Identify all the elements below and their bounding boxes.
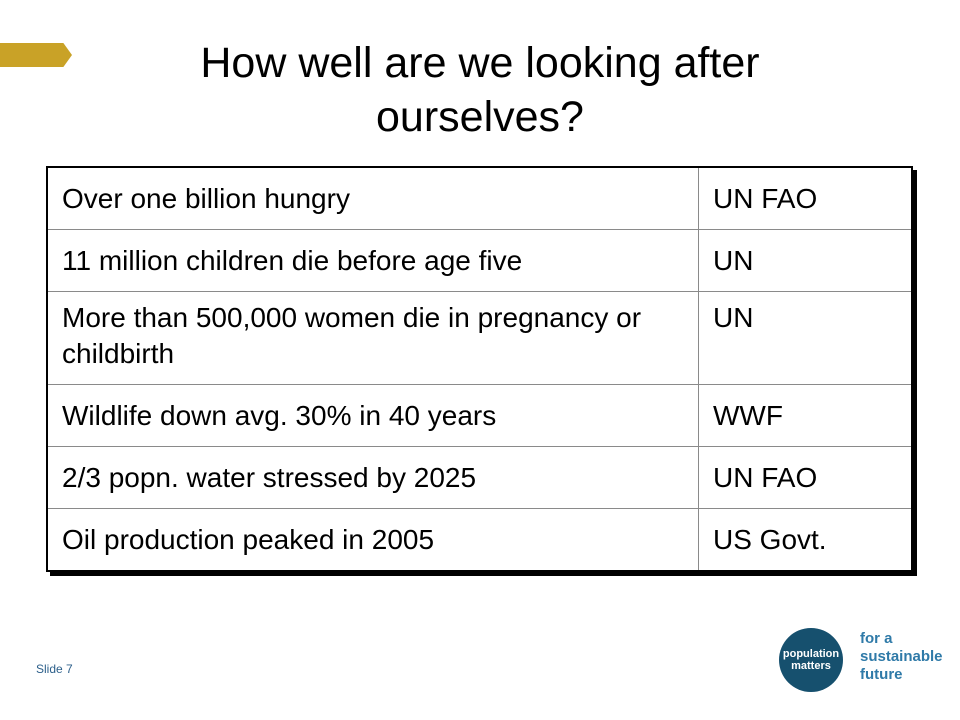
table-row: 2/3 popn. water stressed by 2025 UN FAO [46, 446, 913, 509]
facts-table: Over one billion hungry UN FAO 11 millio… [46, 166, 913, 572]
source-cell: US Govt. [698, 508, 913, 572]
fact-cell: Over one billion hungry [46, 166, 699, 230]
source-cell: UN [698, 291, 913, 385]
source-cell: UN [698, 229, 913, 292]
source-cell: WWF [698, 384, 913, 447]
fact-cell: More than 500,000 women die in pregnancy… [46, 291, 699, 385]
fact-cell: 11 million children die before age five [46, 229, 699, 292]
logo-text-line2: matters [791, 660, 831, 672]
source-cell: UN FAO [698, 166, 913, 230]
tagline-line1: for a [860, 630, 893, 647]
fact-cell: Oil production peaked in 2005 [46, 508, 699, 572]
table-row: Wildlife down avg. 30% in 40 years WWF [46, 384, 913, 447]
slide-title: How well are we looking after ourselves? [200, 39, 760, 141]
facts-table-container: Over one billion hungry UN FAO 11 millio… [46, 166, 913, 572]
tagline-line3: future [860, 666, 903, 683]
source-cell: UN FAO [698, 446, 913, 509]
accent-tab [0, 43, 72, 67]
slide-number: Slide 7 [36, 662, 73, 676]
population-matters-logo: population matters [779, 628, 843, 692]
fact-cell: Wildlife down avg. 30% in 40 years [46, 384, 699, 447]
table-row: More than 500,000 women die in pregnancy… [46, 291, 913, 385]
tagline: for a sustainable future [860, 630, 943, 684]
tagline-line2: sustainable [860, 648, 943, 665]
table-row: Oil production peaked in 2005 US Govt. [46, 508, 913, 572]
logo-text-line1: population [782, 648, 840, 660]
table-row: 11 million children die before age five … [46, 229, 913, 292]
fact-cell: 2/3 popn. water stressed by 2025 [46, 446, 699, 509]
table-row: Over one billion hungry UN FAO [46, 166, 913, 230]
